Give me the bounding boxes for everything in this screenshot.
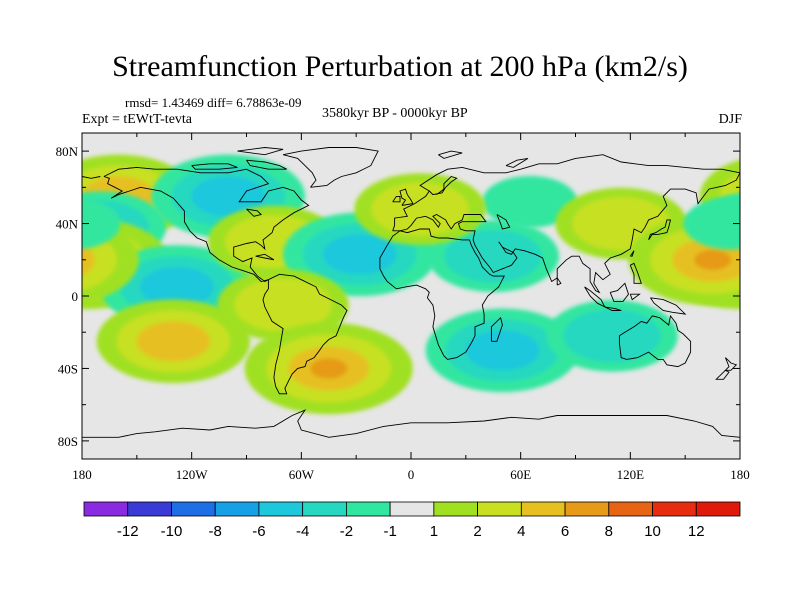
colorbar-label: 4 bbox=[517, 523, 525, 540]
plot-title: Streamfunction Perturbation at 200 hPa (… bbox=[112, 50, 688, 83]
coastline bbox=[191, 163, 238, 170]
coastline bbox=[255, 253, 275, 261]
lat-tick-label: 40S bbox=[58, 361, 78, 376]
contour-feature bbox=[427, 220, 560, 293]
coastline bbox=[82, 176, 101, 179]
coastline bbox=[246, 159, 287, 170]
lat-tick-label: 0 bbox=[72, 289, 79, 304]
colorbar-label: -4 bbox=[296, 523, 309, 540]
coastline bbox=[392, 195, 401, 203]
colorbar-label: -1 bbox=[383, 523, 396, 540]
colorbar-swatch bbox=[477, 501, 522, 517]
colorbar-swatch bbox=[345, 501, 391, 517]
lat-tick-label: 40N bbox=[56, 217, 79, 232]
coastlines bbox=[82, 147, 740, 438]
coastline bbox=[82, 409, 740, 438]
colorbar-swatch bbox=[389, 501, 435, 517]
contour-feature bbox=[244, 322, 413, 415]
lat-tick-label: 80S bbox=[58, 434, 78, 449]
rmsd-stats: rmsd= 1.43469 diff= 6.78863e-09 bbox=[125, 95, 302, 110]
colorbar-swatch bbox=[695, 501, 741, 517]
colorbar-label: 1 bbox=[430, 523, 438, 540]
contour-feature bbox=[425, 308, 580, 393]
coastline bbox=[556, 276, 562, 286]
lon-tick-label: 120W bbox=[176, 467, 209, 482]
colorbar-swatch bbox=[258, 501, 304, 517]
lon-tick-label: 180 bbox=[730, 467, 750, 482]
coastline bbox=[609, 282, 630, 302]
colorbar: -12 -10 -8 -6 -4 -2 -1 1 2 4 6 8 10 12 bbox=[83, 501, 741, 540]
colorbar-label: -8 bbox=[209, 523, 222, 540]
colorbar-swatch bbox=[652, 501, 697, 517]
season-label: DJF bbox=[718, 112, 742, 127]
coastline bbox=[237, 147, 284, 156]
lon-tick-label: 120E bbox=[617, 467, 645, 482]
colorbar-label: 10 bbox=[644, 523, 661, 540]
coastline bbox=[399, 188, 414, 206]
coastline bbox=[428, 175, 458, 196]
colorbar-label: 6 bbox=[561, 523, 569, 540]
colorbar-label: -6 bbox=[252, 523, 265, 540]
colorbar-swatch bbox=[171, 501, 216, 517]
coastline bbox=[648, 219, 672, 241]
coastline bbox=[246, 208, 262, 217]
colorbar-swatch bbox=[302, 501, 347, 517]
colorbar-swatch bbox=[520, 501, 566, 517]
coastline bbox=[629, 293, 641, 301]
axis-ticks: 80N 40N 0 40S 80S 180 120W 60W 0 60E 120E 180 bbox=[56, 133, 750, 482]
lon-tick-label: 180 bbox=[72, 467, 92, 482]
coastline bbox=[490, 316, 503, 342]
coastline bbox=[604, 306, 622, 311]
coastline bbox=[392, 154, 740, 231]
lon-tick-label: 0 bbox=[408, 467, 415, 482]
colorbar-label: 2 bbox=[473, 523, 481, 540]
coastline bbox=[103, 166, 310, 283]
colorbar-swatch bbox=[83, 501, 129, 517]
coastline bbox=[262, 273, 348, 395]
contour-field bbox=[82, 154, 740, 415]
period-label: 3580kyr BP - 0000kyr BP bbox=[322, 106, 468, 121]
contour-feature bbox=[482, 175, 578, 228]
coastline bbox=[618, 314, 692, 368]
lon-tick-label: 60W bbox=[289, 467, 315, 482]
coastline bbox=[629, 262, 642, 284]
coastline bbox=[496, 214, 511, 230]
coastline bbox=[724, 357, 738, 371]
coastline bbox=[392, 172, 740, 294]
lat-tick-label: 80N bbox=[56, 144, 79, 159]
contour-feature bbox=[354, 173, 486, 245]
colorbar-label: -10 bbox=[161, 523, 183, 540]
experiment-label: Expt = tEWtT-tevta bbox=[82, 112, 193, 127]
colorbar-label: -12 bbox=[117, 523, 139, 540]
colorbar-label: 8 bbox=[605, 523, 613, 540]
coastline bbox=[650, 297, 687, 315]
colorbar-swatch bbox=[564, 501, 610, 517]
coastline bbox=[505, 157, 529, 168]
colorbar-swatch bbox=[127, 501, 172, 517]
contour-feature bbox=[82, 197, 740, 250]
coastline bbox=[438, 150, 463, 159]
coastline bbox=[629, 250, 635, 257]
coastline bbox=[379, 228, 505, 360]
colorbar-label: 12 bbox=[688, 523, 705, 540]
coastline bbox=[282, 147, 379, 188]
lon-tick-label: 60E bbox=[510, 467, 531, 482]
colorbar-swatch bbox=[214, 501, 260, 517]
contour-feature bbox=[96, 299, 251, 384]
colorbar-swatch bbox=[433, 501, 479, 517]
coastline bbox=[715, 369, 730, 380]
colorbar-label: -2 bbox=[340, 523, 353, 540]
colorbar-swatch bbox=[608, 501, 653, 517]
